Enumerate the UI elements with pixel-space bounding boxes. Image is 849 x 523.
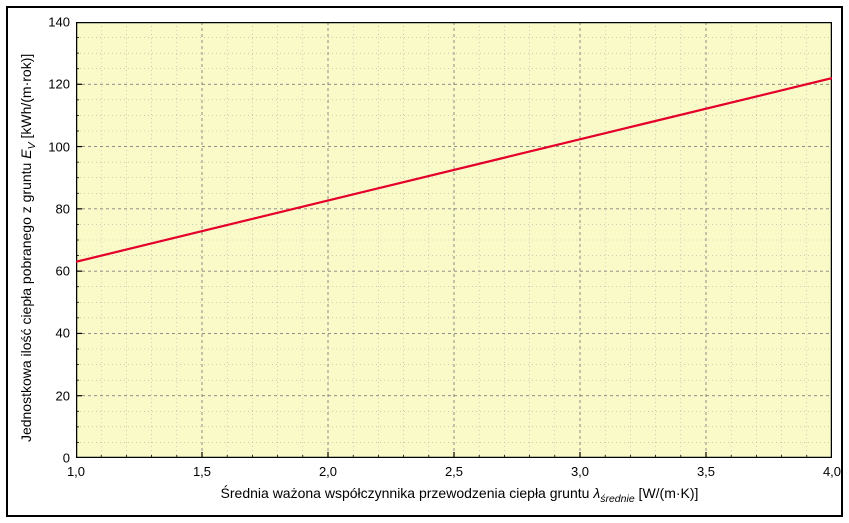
- x-tick-label: 1,5: [182, 464, 222, 479]
- y-axis-label: Jednostkowa ilość ciepła pobranego z gru…: [18, 28, 38, 468]
- chart-frame: Jednostkowa ilość ciepła pobranego z gru…: [6, 6, 843, 517]
- y-tick-label: 80: [40, 201, 70, 216]
- x-tick-label: 3,5: [686, 464, 726, 479]
- y-tick-label: 40: [40, 326, 70, 341]
- y-tick-label: 60: [40, 264, 70, 279]
- plot-area: 0204060801001201401,01,52,02,53,03,54,0: [76, 22, 832, 458]
- x-tick-label: 2,0: [308, 464, 348, 479]
- xlabel-text: Średnia ważona współczynnika przewodzeni…: [221, 485, 594, 501]
- x-axis-label: Średnia ważona współczynnika przewodzeni…: [98, 485, 821, 505]
- x-tick-label: 1,0: [56, 464, 96, 479]
- xlabel-subscript: średnie: [600, 493, 634, 505]
- y-tick-label: 140: [40, 15, 70, 30]
- x-tick-label: 2,5: [434, 464, 474, 479]
- plot-svg: [76, 22, 832, 458]
- ylabel-subscript: V: [26, 142, 38, 149]
- y-tick-label: 120: [40, 77, 70, 92]
- ylabel-text: Jednostkowa ilość ciepła pobranego z gru…: [18, 159, 34, 442]
- y-tick-label: 20: [40, 388, 70, 403]
- x-tick-label: 4,0: [812, 464, 849, 479]
- x-tick-label: 3,0: [560, 464, 600, 479]
- y-tick-label: 100: [40, 139, 70, 154]
- ylabel-unit: [kWh/(m·rok)]: [18, 54, 34, 143]
- ylabel-symbol: E: [18, 149, 34, 158]
- xlabel-unit: [W/(m·K)]: [635, 485, 699, 501]
